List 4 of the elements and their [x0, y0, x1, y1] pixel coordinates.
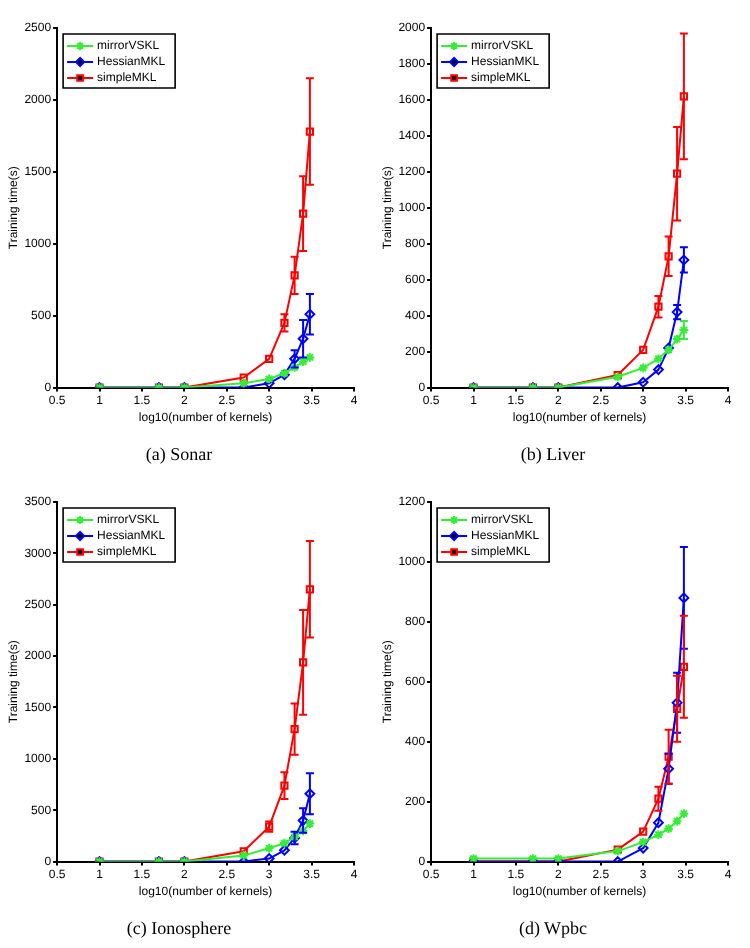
text: (c) Ionosphere	[126, 917, 232, 938]
text: (d) Wpbc	[518, 917, 588, 938]
text: (b) Liver	[520, 443, 586, 464]
text: (a) Sonar	[145, 443, 213, 464]
